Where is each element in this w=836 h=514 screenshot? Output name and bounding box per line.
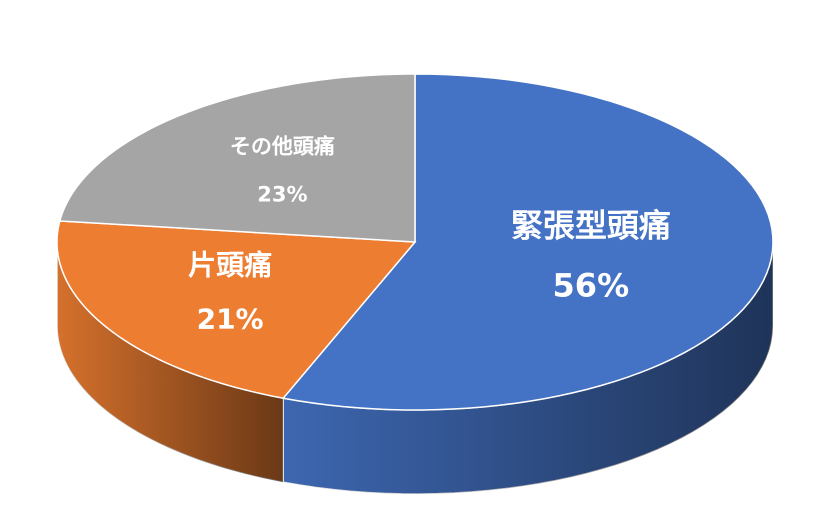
slice-label: 片頭痛 [188,248,272,281]
slice [58,73,416,243]
slice-value-label: 56% [553,267,630,305]
slice [281,73,774,411]
slice-label: 緊張型頭痛 [511,207,671,245]
slice [56,220,417,400]
slice-value-label: 23% [257,182,307,206]
slice-value-label: 21% [197,302,264,335]
slice-side-shade [283,242,773,494]
slice-side-shade [57,242,284,483]
slice-label: その他頭痛 [230,134,335,158]
